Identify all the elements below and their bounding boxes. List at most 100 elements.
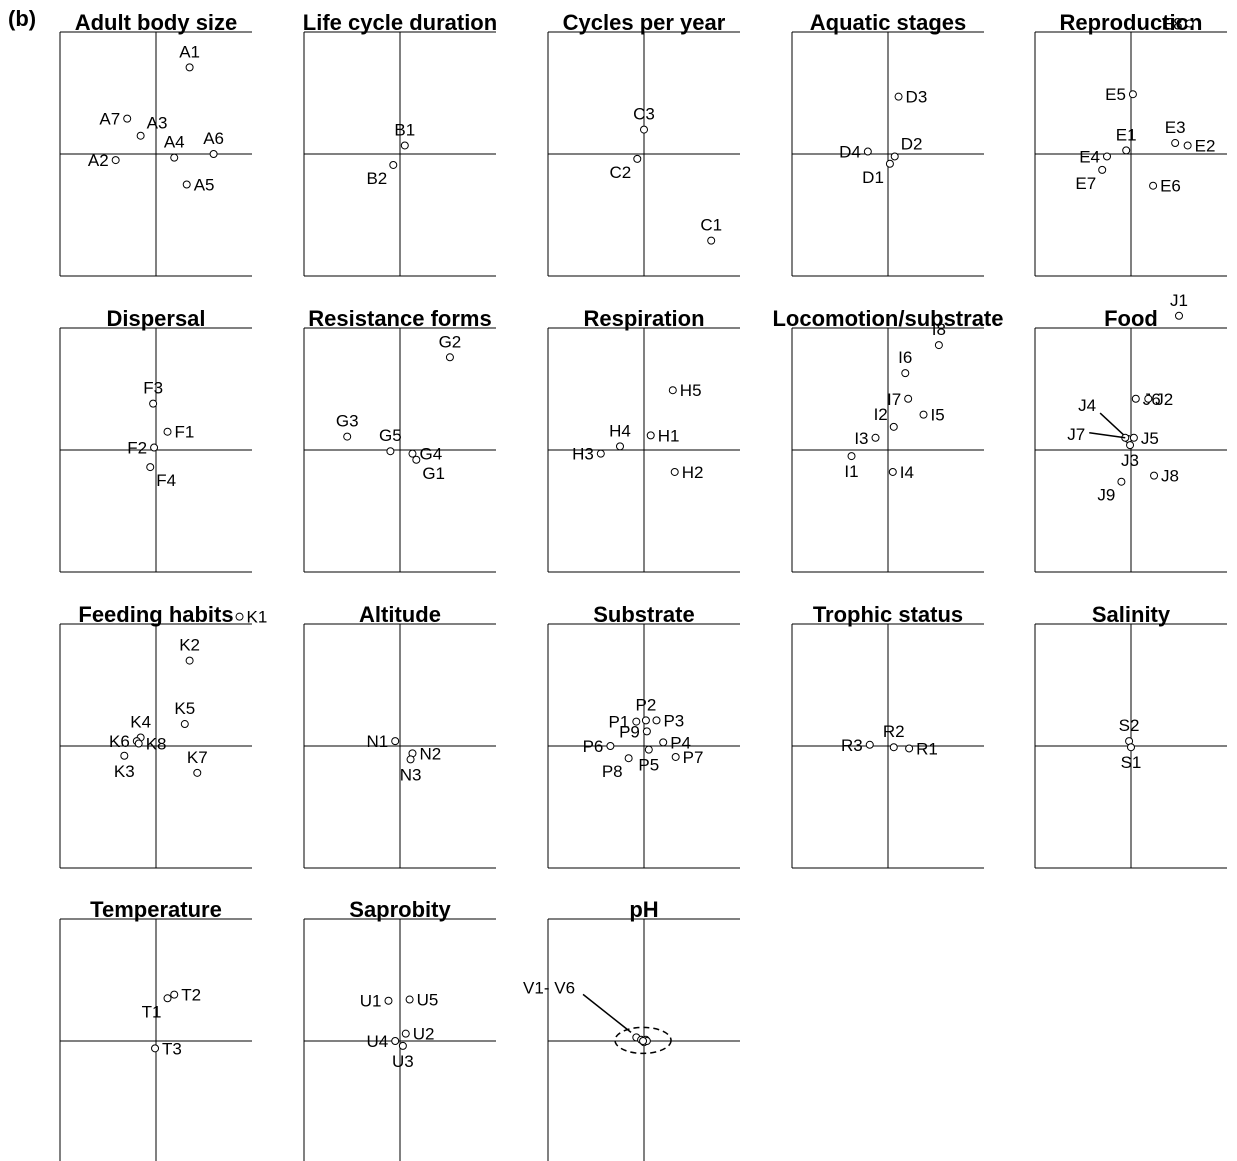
data-point (384, 996, 393, 1005)
point-label: I5 (931, 406, 945, 425)
leader-line (1089, 432, 1126, 439)
data-point (146, 463, 155, 472)
point-label: E6 (1160, 177, 1181, 196)
point-label: H5 (680, 381, 702, 400)
data-point (1144, 394, 1153, 403)
data-point (904, 394, 913, 403)
point-label: T2 (181, 986, 201, 1005)
point-label: U2 (413, 1025, 435, 1044)
point-label: U4 (366, 1032, 388, 1051)
point-label: J3 (1121, 451, 1139, 470)
point-label: A6 (203, 129, 224, 148)
point-label: C3 (633, 105, 655, 124)
data-point (871, 433, 880, 442)
panel-title: Resistance forms (308, 306, 491, 331)
data-point (847, 452, 856, 461)
data-point (163, 994, 172, 1003)
point-label: K3 (114, 762, 135, 781)
data-point (644, 745, 653, 754)
point-label: A2 (88, 151, 109, 170)
panel-6: Dispersal F3 F1 F2 F4 (59, 306, 252, 573)
point-label: A5 (194, 176, 215, 195)
point-label: B1 (394, 120, 415, 139)
point-label: R3 (841, 736, 863, 755)
data-point (889, 743, 898, 752)
data-point (885, 159, 894, 168)
point-label: J5 (1141, 429, 1159, 448)
point-label: S2 (1119, 716, 1140, 735)
panel-title: Food (1104, 306, 1158, 331)
point-label: A4 (164, 133, 185, 152)
data-point (639, 1037, 648, 1045)
data-point (659, 738, 668, 747)
data-point (919, 410, 928, 419)
data-point (408, 449, 417, 458)
point-label: P6 (583, 737, 604, 756)
point-label: E8 (1162, 14, 1183, 33)
data-point (1183, 141, 1192, 150)
data-point (150, 443, 159, 452)
point-label: S1 (1121, 753, 1142, 772)
point-label: R1 (916, 739, 938, 758)
data-point (1131, 394, 1140, 403)
data-point (642, 727, 651, 736)
panel-title: Temperature (90, 897, 222, 922)
panel-title: Adult body size (75, 10, 238, 35)
panel-title: Saprobity (349, 897, 451, 922)
point-label: E4 (1079, 147, 1100, 166)
panel-title: Dispersal (106, 306, 205, 331)
point-label: I3 (854, 429, 868, 448)
point-label: H1 (658, 426, 680, 445)
point-label: E5 (1105, 85, 1126, 104)
point-label: G4 (419, 445, 442, 464)
panel-4: Aquatic stages D3 D4 D2 D1 (791, 10, 984, 277)
data-point (182, 180, 191, 189)
panel-title: Locomotion/substrate (772, 306, 1003, 331)
point-label: A1 (179, 42, 200, 61)
point-label: H4 (609, 421, 631, 440)
data-point (1149, 181, 1158, 190)
point-label: H2 (682, 463, 704, 482)
data-point (406, 755, 415, 764)
point-label: R2 (883, 722, 905, 741)
data-point (863, 147, 872, 156)
point-label: U1 (360, 992, 382, 1011)
data-point (170, 990, 179, 999)
point-label: U5 (417, 991, 439, 1010)
data-point (596, 449, 605, 458)
data-point (616, 442, 624, 451)
figure-panel-label: (b) (8, 6, 37, 31)
data-point (905, 744, 914, 753)
point-label: K6 (109, 732, 130, 751)
panel-title: Cycles per year (563, 10, 726, 35)
panel-10: FoodJ1J6J2J4J7J5J3J9J8 (1034, 291, 1227, 573)
point-label: E3 (1165, 118, 1186, 137)
data-point (170, 153, 179, 162)
point-label: G1 (422, 464, 445, 483)
point-label: K8 (146, 735, 167, 754)
data-point (445, 353, 454, 362)
data-point (391, 737, 400, 746)
point-label: K7 (187, 748, 208, 767)
point-label: I4 (900, 463, 914, 482)
point-label: C2 (610, 163, 632, 182)
data-point (632, 717, 641, 726)
point-label: U3 (392, 1052, 414, 1071)
data-point (624, 754, 633, 763)
data-point (120, 751, 129, 760)
data-point (193, 768, 202, 777)
point-label: E7 (1075, 174, 1096, 193)
point-label: J9 (1097, 486, 1115, 505)
data-point (1117, 477, 1126, 486)
point-label: I2 (874, 405, 888, 424)
panel-title: Reproduction (1060, 10, 1203, 35)
data-point (606, 742, 615, 750)
data-point (670, 467, 679, 476)
data-point (646, 431, 655, 440)
data-point (151, 1044, 160, 1053)
data-point (894, 92, 903, 101)
data-point (343, 432, 352, 441)
